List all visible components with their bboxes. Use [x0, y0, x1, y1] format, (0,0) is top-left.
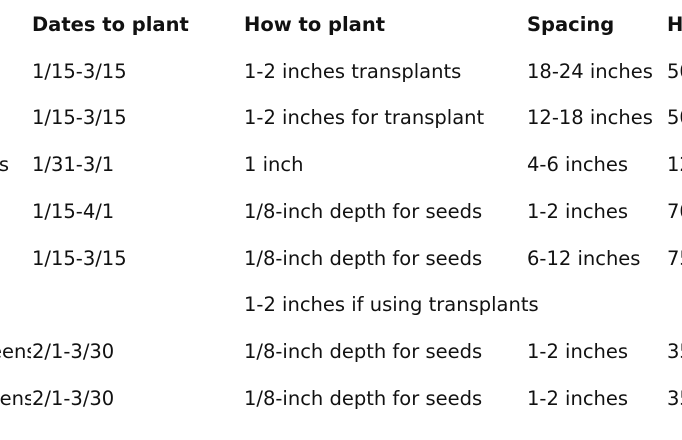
cell-dates: 1/15-3/15 [32, 106, 127, 129]
cell-harvest: 75 [667, 247, 682, 270]
cell-dates: 2/1-3/30 [32, 340, 115, 363]
cell-spacing: 1-2 inches [527, 387, 629, 410]
cell-how: 1/8-inch depth for seeds [244, 340, 483, 363]
header-spacing: Spacing [527, 13, 615, 36]
cell-how: 1-2 inches transplants [244, 60, 462, 83]
cell-harvest: 70 [667, 200, 682, 223]
cell-dates: 2/1-3/30 [32, 387, 115, 410]
header-harvest: H [667, 13, 682, 36]
cell-harvest: 12 [667, 153, 682, 176]
cell-crop [0, 103, 30, 133]
cell-spacing: 12-18 inches [527, 106, 653, 129]
cell-harvest: 50 [667, 106, 682, 129]
cell-crop [0, 57, 30, 87]
table-row: 1/15-4/1 1/8-inch depth for seeds 1-2 in… [0, 197, 682, 227]
table-row: 1/15-3/15 1/8-inch depth for seeds 6-12 … [0, 244, 682, 274]
cell-spacing: 1-2 inches [527, 340, 629, 363]
cell-how: 1/8-inch depth for seeds [244, 387, 483, 410]
cell-spacing: 4-6 inches [527, 153, 629, 176]
cell-harvest: 35 [667, 387, 682, 410]
cell-harvest: 50 [667, 60, 682, 83]
header-dates-to-plant: Dates to plant [32, 13, 189, 36]
table-row: 1-2 inches if using transplants [0, 290, 682, 320]
table-row: eens 2/1-3/30 1/8-inch depth for seeds 1… [0, 337, 682, 367]
cell-spacing: 1-2 inches [527, 200, 629, 223]
cell-crop [0, 290, 30, 320]
cell-crop: es [0, 153, 9, 176]
cell-crop [0, 197, 30, 227]
cell-how: 1/8-inch depth for seeds [244, 200, 483, 223]
cell-spacing: 6-12 inches [527, 247, 641, 270]
cell-dates: 1/15-3/15 [32, 247, 127, 270]
cell-crop [0, 244, 30, 274]
cell-how: 1/8-inch depth for seeds [244, 247, 483, 270]
table-header-row: Dates to plant How to plant Spacing H [0, 10, 682, 40]
table-row: 1/15-3/15 1-2 inches for transplant 12-1… [0, 103, 682, 133]
cell-dates: 1/15-4/1 [32, 200, 115, 223]
table-row: reens 2/1-3/30 1/8-inch depth for seeds … [0, 384, 682, 414]
cell-crop: eens [0, 340, 31, 363]
table-row: 1/15-3/15 1-2 inches transplants 18-24 i… [0, 57, 682, 87]
cell-how: 1-2 inches if using transplants [244, 293, 539, 316]
cell-how: 1-2 inches for transplant [244, 106, 485, 129]
cell-crop: reens [0, 387, 31, 410]
cell-dates: 1/15-3/15 [32, 60, 127, 83]
cell-dates: 1/31-3/1 [32, 153, 115, 176]
header-how-to-plant: How to plant [244, 13, 386, 36]
cell-how: 1 inch [244, 153, 304, 176]
cell-harvest: 35 [667, 340, 682, 363]
table-row: es 1/31-3/1 1 inch 4-6 inches 12 [0, 150, 682, 180]
cell-spacing: 18-24 inches [527, 60, 653, 83]
